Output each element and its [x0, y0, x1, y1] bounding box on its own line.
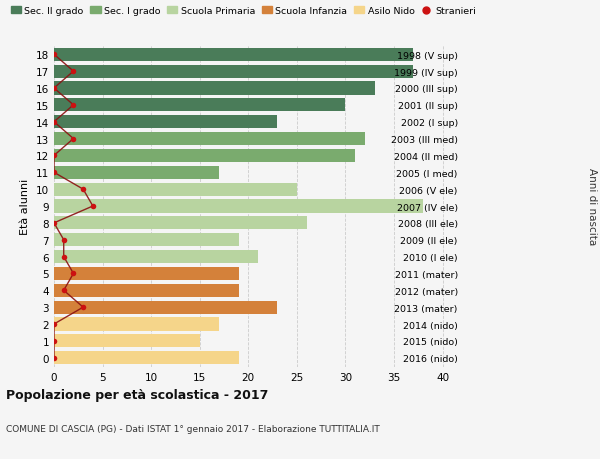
Text: COMUNE DI CASCIA (PG) - Dati ISTAT 1° gennaio 2017 - Elaborazione TUTTITALIA.IT: COMUNE DI CASCIA (PG) - Dati ISTAT 1° ge…: [6, 425, 380, 434]
Bar: [54, 82, 374, 95]
Bar: [54, 66, 413, 78]
Y-axis label: Età alunni: Età alunni: [20, 179, 31, 235]
Point: [49, 51, 59, 59]
Bar: [54, 99, 346, 112]
Point: [49, 337, 59, 345]
Bar: [54, 217, 307, 230]
Bar: [54, 284, 239, 297]
Point: [79, 304, 88, 311]
Bar: [54, 200, 423, 213]
Bar: [54, 166, 219, 179]
Bar: [54, 301, 277, 314]
Point: [49, 85, 59, 92]
Bar: [54, 318, 219, 331]
Point: [59, 253, 68, 261]
Legend: Sec. II grado, Sec. I grado, Scuola Primaria, Scuola Infanzia, Asilo Nido, Stran: Sec. II grado, Sec. I grado, Scuola Prim…: [11, 7, 476, 16]
Point: [68, 102, 78, 109]
Text: Anni di nascita: Anni di nascita: [587, 168, 597, 245]
Point: [59, 287, 68, 294]
Bar: [54, 251, 258, 263]
Text: Popolazione per età scolastica - 2017: Popolazione per età scolastica - 2017: [6, 388, 268, 401]
Bar: [54, 133, 365, 146]
Point: [49, 169, 59, 177]
Point: [49, 152, 59, 160]
Bar: [54, 267, 239, 280]
Point: [79, 186, 88, 193]
Point: [49, 119, 59, 126]
Point: [68, 135, 78, 143]
Bar: [54, 116, 277, 129]
Point: [68, 270, 78, 278]
Point: [59, 236, 68, 244]
Point: [49, 354, 59, 362]
Bar: [54, 335, 200, 347]
Bar: [54, 234, 239, 247]
Bar: [54, 352, 239, 364]
Point: [68, 68, 78, 76]
Bar: [54, 183, 297, 196]
Point: [88, 203, 98, 210]
Point: [49, 321, 59, 328]
Bar: [54, 150, 355, 162]
Point: [49, 220, 59, 227]
Bar: [54, 49, 413, 62]
